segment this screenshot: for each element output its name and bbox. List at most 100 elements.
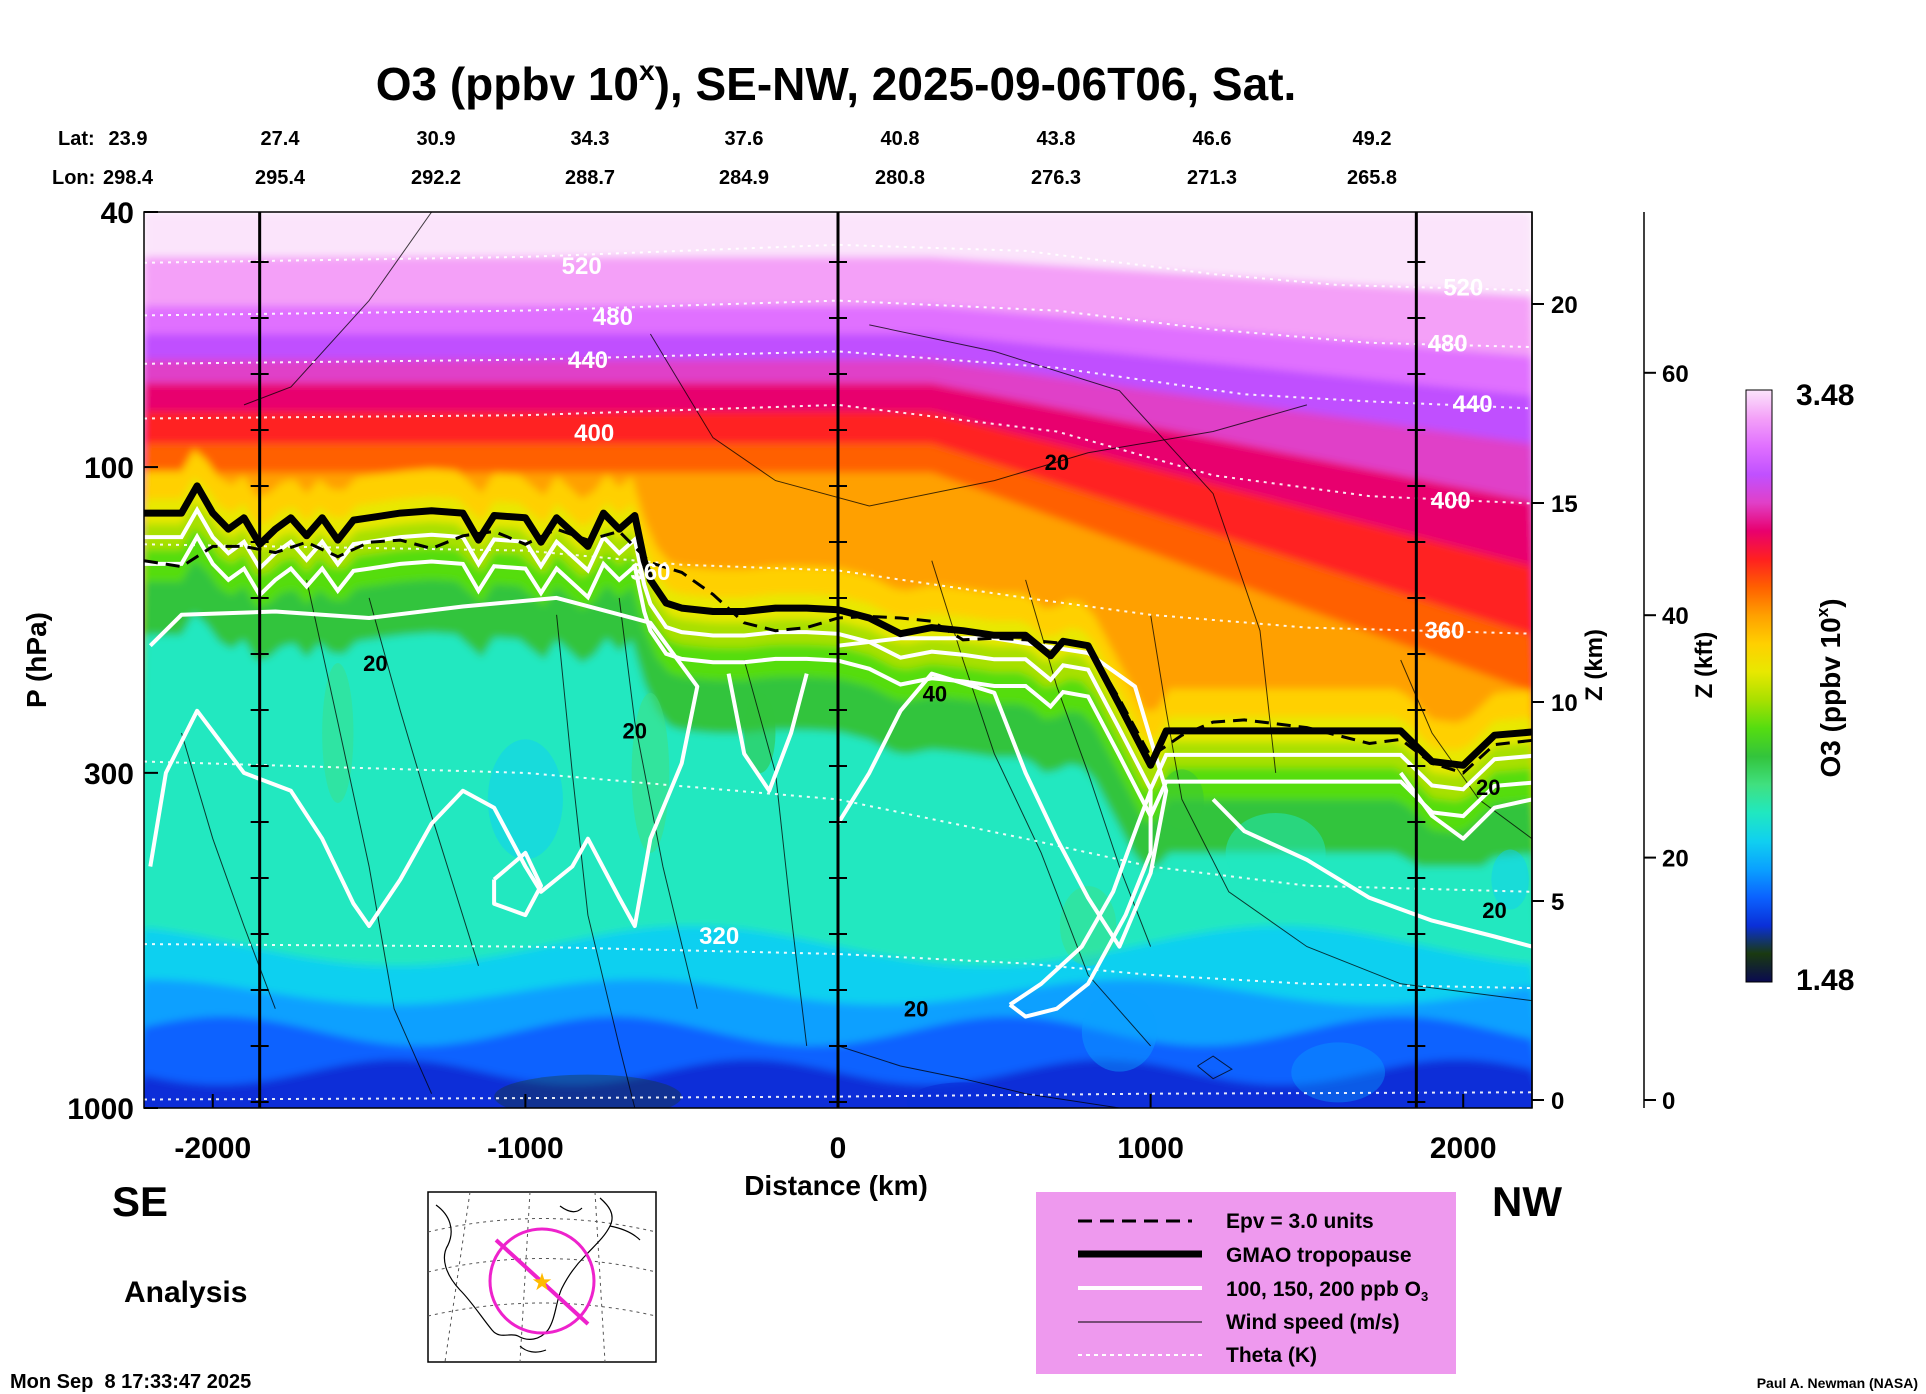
- wind-contour: [649, 333, 1308, 507]
- wind-contour: [1197, 1055, 1233, 1080]
- wind-label: 20: [1476, 775, 1500, 800]
- y-axis: 40 100 300 1000: [67, 197, 158, 1126]
- lon-value: 288.7: [565, 167, 615, 189]
- wind-contour: [556, 614, 636, 1108]
- wind-contour: [618, 597, 698, 1009]
- ozone-contour: [726, 673, 809, 793]
- lat-value: 37.6: [725, 128, 764, 150]
- z-kft-axis: 0 20 40 60: [1643, 212, 1689, 1115]
- theta-label: 360: [630, 559, 670, 586]
- y-tick-label: 1000: [67, 1093, 134, 1126]
- ozone-contour: [1211, 797, 1532, 949]
- wind-label: 20: [363, 651, 387, 676]
- contour-labels: 520 480 440 400 360 320 520 480 440 400 360 20 20 20 4…: [363, 253, 1507, 1021]
- lon-value: 292.2: [411, 167, 461, 189]
- z-kft-tick-label: 0: [1662, 1088, 1675, 1115]
- wind-contour: [869, 324, 1277, 773]
- wind-contour: [931, 560, 1151, 1047]
- theta-contour: [144, 243, 1532, 292]
- legend-wind-label: Wind speed (m/s): [1226, 1311, 1400, 1334]
- colorbar-min-label: 1.48: [1796, 964, 1854, 997]
- field-blob: [631, 692, 670, 853]
- lat-value: 43.8: [1037, 128, 1076, 150]
- theta-label: 480: [593, 304, 633, 331]
- z-km-axis: 0 5 10 15 20: [1531, 212, 1578, 1115]
- lon-value: 276.3: [1031, 167, 1081, 189]
- theta-contours: [144, 243, 1532, 1101]
- x-tick-label: -2000: [174, 1132, 251, 1165]
- lat-value: 40.8: [881, 128, 920, 150]
- wind-label: 20: [904, 997, 928, 1022]
- field-blob: [1059, 885, 1117, 966]
- z-km-tick-label: 15: [1551, 491, 1578, 518]
- analysis-label: Analysis: [124, 1276, 247, 1309]
- ozone-contour: [144, 505, 1532, 794]
- plot-area: 520 480 440 400 360 320 520 480 440 400 360 20 20 20 4…: [144, 212, 1532, 1108]
- lon-value: 271.3: [1187, 167, 1237, 189]
- lat-value: 49.2: [1353, 128, 1392, 150]
- timestamp: Mon Sep 8 17:33:47 2025: [10, 1371, 251, 1393]
- ozone-contour: [1399, 771, 1532, 841]
- legend-tropopause-label: GMAO tropopause: [1226, 1244, 1412, 1267]
- wind-label: 40: [923, 681, 947, 706]
- tropopause-line: [144, 482, 1532, 769]
- wind-label: 20: [623, 718, 647, 743]
- y-axis-label: P (hPa): [21, 612, 52, 708]
- lat-value: 30.9: [417, 128, 456, 150]
- z-km-tick-label: 0: [1551, 1088, 1564, 1115]
- map-track-line: [494, 1238, 590, 1326]
- lon-value: 295.4: [255, 167, 306, 189]
- lon-value: 298.4: [103, 167, 154, 189]
- theta-label: 400: [1431, 487, 1471, 514]
- vertical-markers: [250, 212, 1426, 1108]
- wind-contour: [368, 597, 479, 966]
- theta-label: 400: [574, 420, 614, 447]
- z-km-tick-label: 10: [1551, 690, 1578, 717]
- y-tick-label: 100: [84, 452, 134, 485]
- theta-label: 520: [562, 253, 602, 280]
- theta-contour: [144, 299, 1532, 349]
- z-kft-tick-label: 60: [1662, 361, 1689, 388]
- map-center-star-icon: ★: [531, 1269, 553, 1296]
- theta-label: 440: [1453, 391, 1493, 418]
- lat-value: 27.4: [261, 128, 301, 150]
- colorbar-max-label: 3.48: [1796, 379, 1854, 412]
- epv-line: [144, 527, 1532, 775]
- field-blob: [1081, 991, 1157, 1072]
- lat-value: 23.9: [109, 128, 148, 150]
- wind-contour: [743, 659, 808, 1046]
- inset-map: ★: [427, 1191, 657, 1363]
- theta-label: 440: [568, 347, 608, 374]
- nw-label: NW: [1492, 1178, 1562, 1225]
- map-range-circle: [488, 1227, 596, 1335]
- wind-label: 20: [1482, 898, 1506, 923]
- field-blob: [1291, 1042, 1386, 1103]
- wind-label: 20: [1045, 450, 1069, 475]
- legend-epv-label: Epv = 3.0 units: [1226, 1210, 1374, 1233]
- x-tick-label: 2000: [1430, 1132, 1497, 1165]
- colorbar-label: O3 (ppbv 10x): [1813, 598, 1846, 777]
- lon-value: 280.8: [875, 167, 925, 189]
- field-blob: [494, 1074, 682, 1108]
- wind-contour: [306, 579, 433, 1094]
- field-blob: [487, 739, 563, 860]
- lon-value: 265.8: [1347, 167, 1397, 189]
- wind-contour: [243, 212, 433, 406]
- lon-value: 284.9: [719, 167, 769, 189]
- colorbar: [1745, 389, 1773, 983]
- lat-value: 46.6: [1193, 128, 1232, 150]
- theta-contour: [144, 403, 1532, 505]
- legend: Epv = 3.0 units GMAO tropopause 100, 150…: [1036, 1192, 1456, 1374]
- theta-label: 480: [1428, 330, 1468, 357]
- lat-lon-header: 23.9 27.4 30.9 34.3 37.6 40.8 43.8 46.6 49.2 298.…: [103, 128, 1397, 189]
- x-axis-label: Distance (km): [744, 1170, 928, 1201]
- legend-ozone-label: 100, 150, 200 ppb O3: [1226, 1278, 1428, 1304]
- field-blob: [906, 1082, 1020, 1108]
- x-tick-label: 0: [830, 1132, 847, 1165]
- z-kft-tick-label: 20: [1662, 846, 1689, 873]
- x-tick-label: -1000: [487, 1132, 564, 1165]
- theta-contour: [144, 943, 1532, 990]
- field-blob: [1491, 849, 1529, 910]
- theta-label: 320: [699, 923, 739, 950]
